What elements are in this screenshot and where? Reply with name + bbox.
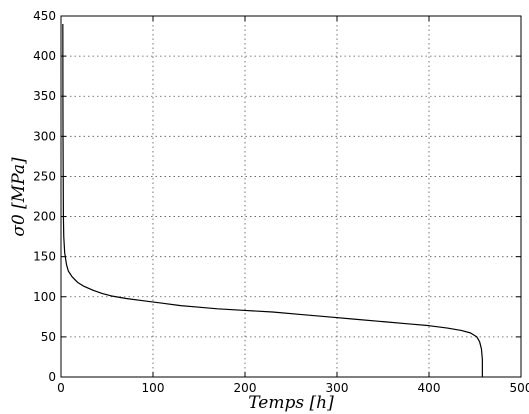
y-tick-label: 150 (33, 250, 56, 264)
y-tick-label: 400 (33, 49, 56, 63)
y-tick-label: 300 (33, 129, 56, 143)
x-tick-label: 300 (326, 381, 349, 395)
y-tick-label: 200 (33, 210, 56, 224)
x-tick-label: 0 (57, 381, 65, 395)
ticks: 0 100 200 300 400 500 0 50 100 150 200 250 300 350 400… (33, 9, 529, 395)
series-line (62, 24, 483, 377)
y-tick-label: 450 (33, 9, 56, 23)
y-axis-title: σ0 [MPa] (9, 157, 29, 237)
grid (61, 16, 521, 377)
plot-frame (60, 15, 522, 378)
y-tick-label: 250 (33, 169, 56, 183)
y-tick-label: 50 (41, 330, 56, 344)
series-layer (62, 24, 483, 377)
y-tick-label: 350 (33, 89, 56, 103)
y-tick-label: 0 (48, 370, 56, 384)
x-axis-title: Temps [h] (248, 393, 334, 413)
x-tick-label: 500 (510, 381, 529, 395)
x-tick-label: 100 (142, 381, 165, 395)
y-tick-label: 100 (33, 290, 56, 304)
x-tick-label: 400 (418, 381, 441, 395)
x-tick-label: 200 (234, 381, 257, 395)
